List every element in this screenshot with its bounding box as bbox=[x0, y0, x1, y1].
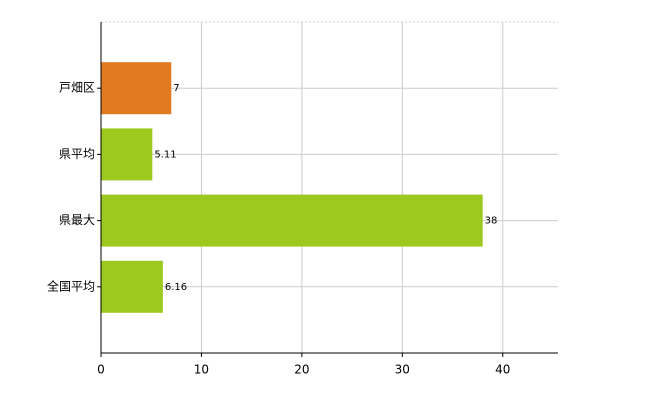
bar bbox=[101, 260, 163, 313]
value-label: 6.16 bbox=[165, 282, 187, 293]
x-tick-label: 40 bbox=[495, 363, 510, 377]
x-tick-label: 30 bbox=[395, 363, 410, 377]
x-tick-label: 10 bbox=[194, 363, 209, 377]
x-tick-label: 0 bbox=[97, 363, 105, 377]
y-tick-label: 県平均 bbox=[59, 147, 95, 161]
value-label: 38 bbox=[485, 216, 498, 227]
y-tick-label: 戸畑区 bbox=[59, 81, 95, 95]
x-tick-label: 20 bbox=[294, 363, 309, 377]
bar bbox=[101, 194, 483, 247]
value-label: 5.11 bbox=[154, 149, 176, 160]
value-label: 7 bbox=[173, 83, 179, 94]
bar bbox=[101, 62, 172, 115]
y-tick-label: 全国平均 bbox=[47, 278, 95, 293]
bar bbox=[101, 128, 153, 181]
y-tick-label: 県最大 bbox=[59, 213, 95, 227]
